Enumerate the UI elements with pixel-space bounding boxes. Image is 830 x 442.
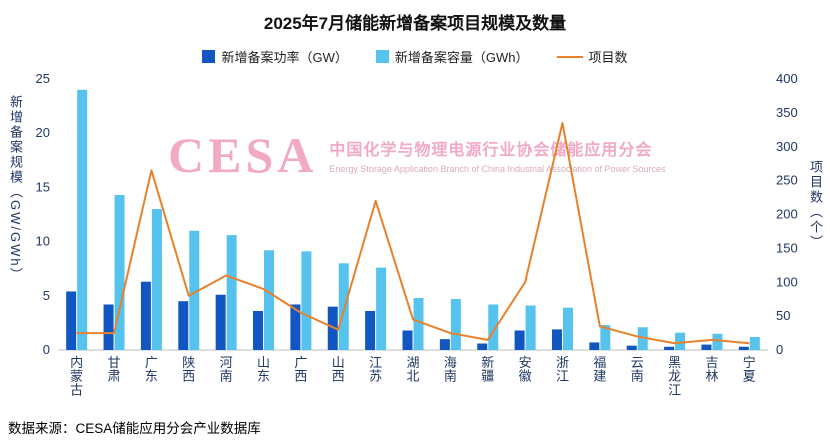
y-tick-left: 20: [36, 125, 50, 140]
legend-label-projects: 项目数: [588, 50, 628, 65]
y-tick-left: 0: [43, 342, 50, 357]
bar-capacity-吉林: [712, 333, 723, 350]
x-label-云南: 云南: [631, 355, 644, 384]
bar-capacity-湖北: [413, 297, 424, 350]
legend-item-projects: 项目数: [556, 47, 628, 66]
y-tick-right: 150: [776, 240, 798, 255]
x-label-河南: 河南: [220, 355, 233, 384]
bar-capacity-海南: [450, 299, 461, 350]
bar-power-海南: [439, 339, 450, 350]
bar-capacity-广西: [301, 251, 312, 350]
legend-item-capacity: 新增备案容量（GWh）: [375, 47, 529, 66]
chart-canvas: 0510152025050100150200250300350400内蒙古甘肃广…: [36, 71, 798, 397]
bar-power-广西: [290, 304, 301, 350]
bar-capacity-广东: [151, 209, 162, 350]
bar-capacity-江苏: [376, 267, 387, 350]
x-label-黑龙江: 黑龙江: [668, 355, 681, 397]
y-tick-left: 10: [36, 234, 50, 249]
y-axis-label-right: 项目数（个）: [808, 160, 823, 250]
legend-label-capacity: 新增备案容量（GWh）: [394, 50, 529, 65]
bar-capacity-福建: [600, 325, 611, 350]
data-source: 数据来源：CESA储能应用分会产业数据库: [8, 421, 261, 436]
legend-swatch-projects-icon: [556, 55, 583, 58]
bar-capacity-云南: [637, 327, 648, 350]
bar-power-山东: [253, 310, 264, 350]
bar-capacity-安徽: [525, 305, 536, 350]
x-label-山西: 山西: [332, 355, 345, 384]
x-label-内蒙古: 内蒙古: [70, 355, 83, 397]
x-label-吉林: 吉林: [705, 355, 718, 384]
legend-item-power: 新增备案功率（GW）: [202, 47, 348, 66]
legend-swatch-capacity-icon: [375, 50, 389, 63]
bar-power-安徽: [514, 330, 525, 350]
bar-power-河南: [215, 294, 226, 350]
bar-power-宁夏: [738, 346, 749, 350]
y-tick-right: 200: [776, 207, 798, 222]
y-tick-left: 5: [43, 288, 50, 303]
y-tick-right: 50: [776, 308, 790, 323]
bar-capacity-宁夏: [749, 336, 760, 350]
legend: 新增备案功率（GW） 新增备案容量（GWh） 项目数: [0, 47, 830, 66]
legend-swatch-power-icon: [202, 50, 216, 63]
x-label-山东: 山东: [257, 355, 270, 384]
bar-power-广东: [140, 281, 151, 350]
bar-power-江苏: [365, 310, 376, 350]
y-tick-right: 350: [776, 105, 798, 120]
bar-power-内蒙古: [66, 291, 77, 350]
x-label-新疆: 新疆: [481, 355, 494, 384]
bar-power-吉林: [701, 344, 712, 350]
chart-title: 2025年7月储能新增备案项目规模及数量: [263, 14, 567, 33]
bar-capacity-浙江: [562, 307, 573, 350]
x-label-宁夏: 宁夏: [743, 355, 756, 384]
bar-power-新疆: [477, 343, 488, 350]
y-tick-left: 15: [36, 179, 50, 194]
bar-capacity-河南: [226, 235, 237, 350]
series-capacity-bars: [77, 89, 760, 350]
x-label-陕西: 陕西: [182, 355, 195, 384]
y-tick-right: 250: [776, 173, 798, 188]
y-tick-right: 300: [776, 139, 798, 154]
bar-power-福建: [589, 342, 600, 350]
bar-capacity-黑龙江: [675, 332, 686, 350]
y-tick-right: 100: [776, 274, 798, 289]
y-tick-left: 25: [36, 71, 50, 86]
bar-capacity-甘肃: [114, 194, 125, 350]
x-label-浙江: 浙江: [556, 355, 569, 384]
x-label-湖北: 湖北: [406, 355, 419, 384]
y-tick-right: 0: [776, 342, 783, 357]
bar-power-山西: [327, 306, 338, 350]
x-label-甘肃: 甘肃: [108, 355, 121, 384]
x-label-安徽: 安徽: [519, 355, 532, 384]
x-label-广西: 广西: [294, 355, 307, 384]
bar-power-浙江: [551, 329, 562, 350]
x-label-福建: 福建: [593, 355, 606, 384]
bar-power-甘肃: [103, 304, 114, 350]
legend-label-power: 新增备案功率（GW）: [221, 50, 348, 65]
x-label-海南: 海南: [444, 355, 457, 384]
bar-power-云南: [626, 345, 637, 350]
bar-power-湖北: [402, 330, 413, 350]
series-power-bars: [66, 281, 749, 350]
x-label-江苏: 江苏: [369, 355, 382, 384]
bar-capacity-内蒙古: [77, 89, 88, 350]
bar-capacity-山东: [264, 250, 275, 350]
bar-power-陕西: [178, 301, 189, 350]
bar-capacity-山西: [338, 263, 349, 350]
line-projects: [76, 122, 750, 345]
x-label-广东: 广东: [145, 355, 158, 384]
bar-capacity-陕西: [189, 230, 200, 350]
bar-power-黑龙江: [664, 346, 675, 350]
y-axis-label-left: 新增备案规模（GW/GWh）: [8, 95, 23, 283]
y-tick-right: 400: [776, 71, 798, 86]
bar-capacity-新疆: [488, 304, 499, 350]
